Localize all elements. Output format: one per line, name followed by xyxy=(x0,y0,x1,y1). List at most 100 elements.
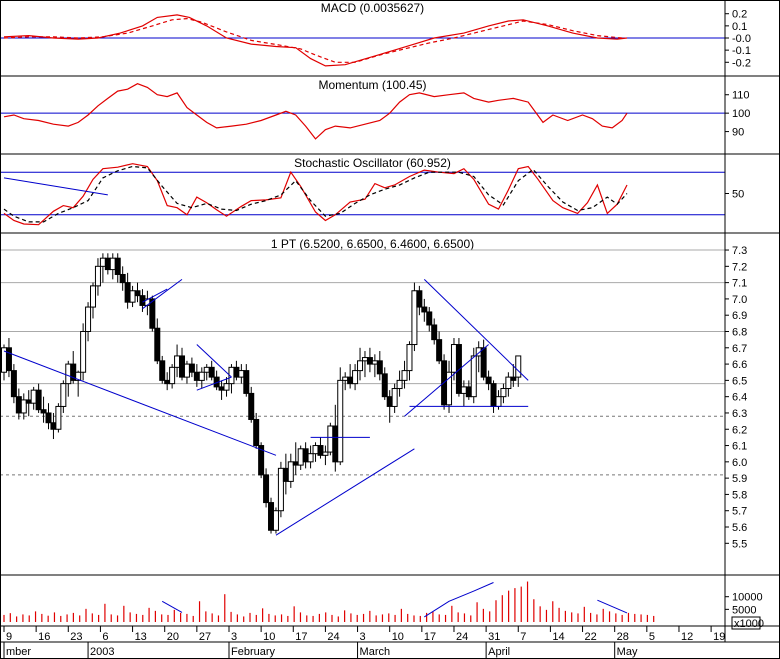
volume-trendline xyxy=(424,582,494,618)
candle-down xyxy=(347,376,354,385)
y-tick-label: 6.2 xyxy=(732,424,747,436)
price-trendline xyxy=(196,376,232,391)
price-trendline xyxy=(404,344,489,417)
volume-trendline xyxy=(161,600,183,613)
x-tick-label: 13 xyxy=(135,631,147,643)
candle-down xyxy=(426,311,433,326)
candle-down xyxy=(436,339,443,362)
y-tick-label: 10000 xyxy=(732,592,763,604)
candle-down xyxy=(268,502,275,531)
price-trendline xyxy=(275,448,415,536)
candle-up xyxy=(500,388,507,398)
candle-down xyxy=(386,396,393,407)
candle-up xyxy=(80,330,87,373)
y-tick-label: 5.6 xyxy=(732,522,747,534)
stochastic-panel: Stochastic Oscillator (60.952) 50 xyxy=(0,156,780,234)
candle-down xyxy=(480,347,487,378)
y-tick-label: 7.2 xyxy=(732,261,747,273)
candle-down xyxy=(233,366,240,378)
candle-down xyxy=(317,445,324,456)
candle-down xyxy=(134,290,141,297)
panel-title: 1 PT (6.5200, 6.6500, 6.4600, 6.6500) xyxy=(271,237,474,251)
month-label: March xyxy=(360,646,391,658)
candle-down xyxy=(302,448,309,463)
candle-down xyxy=(154,327,161,362)
candle-up xyxy=(183,363,190,378)
candle-down xyxy=(490,383,497,407)
candle-up xyxy=(396,379,403,390)
signal-line xyxy=(3,17,623,63)
candle-up xyxy=(60,383,67,407)
candle-down xyxy=(510,376,517,381)
candle-up xyxy=(238,370,245,378)
candle-up xyxy=(406,344,413,372)
indicator-line xyxy=(3,83,628,140)
candle-up xyxy=(203,366,210,373)
candle-up xyxy=(30,389,37,404)
month-label: 2003 xyxy=(90,646,114,658)
candle-down xyxy=(376,360,383,375)
x-tick-label: 3 xyxy=(231,631,237,643)
candle-down xyxy=(282,467,289,482)
candle-down xyxy=(248,392,255,420)
candle-up xyxy=(312,445,319,455)
y-tick-label: 7.3 xyxy=(732,245,747,257)
candle-down xyxy=(292,461,299,466)
y-tick-label: 6.6 xyxy=(732,359,747,371)
candle-down xyxy=(258,445,265,476)
x-tick-label: 23 xyxy=(70,631,82,643)
candle-down xyxy=(10,370,17,398)
month-label: April xyxy=(488,646,510,658)
x-tick-label: 17 xyxy=(424,631,436,643)
volume-trendline xyxy=(597,599,628,614)
candle-up xyxy=(322,451,329,456)
candle-down xyxy=(15,396,22,414)
candle-up xyxy=(401,370,408,381)
candle-up xyxy=(90,285,97,308)
x-tick-label: 19 xyxy=(713,631,725,643)
candle-down xyxy=(366,357,373,365)
candle-up xyxy=(446,371,453,406)
candle-down xyxy=(485,376,492,385)
candle-up xyxy=(99,257,106,267)
y-tick-label: -0.0 xyxy=(732,33,751,45)
candle-up xyxy=(272,510,279,531)
y-tick-label: 5.5 xyxy=(732,538,747,550)
candle-up xyxy=(352,370,359,385)
candle-up xyxy=(337,379,344,463)
trendline xyxy=(3,177,108,196)
panel-title: Stochastic Oscillator (60.952) xyxy=(294,156,451,170)
candle-up xyxy=(277,467,284,512)
candle-down xyxy=(208,366,215,378)
x-tick-label: 31 xyxy=(488,631,500,643)
candle-up xyxy=(169,366,176,385)
candle-down xyxy=(431,324,438,341)
price-trendline xyxy=(142,288,168,303)
candle-down xyxy=(332,425,339,463)
candle-up xyxy=(460,386,467,394)
candle-up xyxy=(307,453,314,463)
candle-up xyxy=(223,383,230,391)
x-tick-label: 6 xyxy=(102,631,108,643)
y-tick-label: 6.4 xyxy=(732,392,747,404)
macd-panel: MACD (0.0035627) 0.20.1-0.0-0.1-0.2 xyxy=(0,1,780,77)
candle-down xyxy=(124,282,131,303)
indicator-line xyxy=(3,14,628,67)
y-tick-label: 50 xyxy=(732,189,744,201)
y-tick-label: 5000 xyxy=(732,604,756,616)
candle-up xyxy=(342,376,349,381)
indicator-line xyxy=(3,163,628,226)
x-tick-label: 16 xyxy=(38,631,50,643)
candle-down xyxy=(114,257,121,275)
y-tick-label: 6.1 xyxy=(732,441,747,453)
candle-up xyxy=(371,360,378,365)
candle-up xyxy=(327,425,334,453)
candle-up xyxy=(20,399,27,414)
candle-down xyxy=(179,355,186,378)
y-tick-label: 7.0 xyxy=(732,294,747,306)
candle-down xyxy=(45,412,52,424)
date-axis: 9 16 23 6 13 20 27 3 10 17 24 3 10 17 24 31 7 14 22 28 5 12 19… xyxy=(0,625,780,659)
